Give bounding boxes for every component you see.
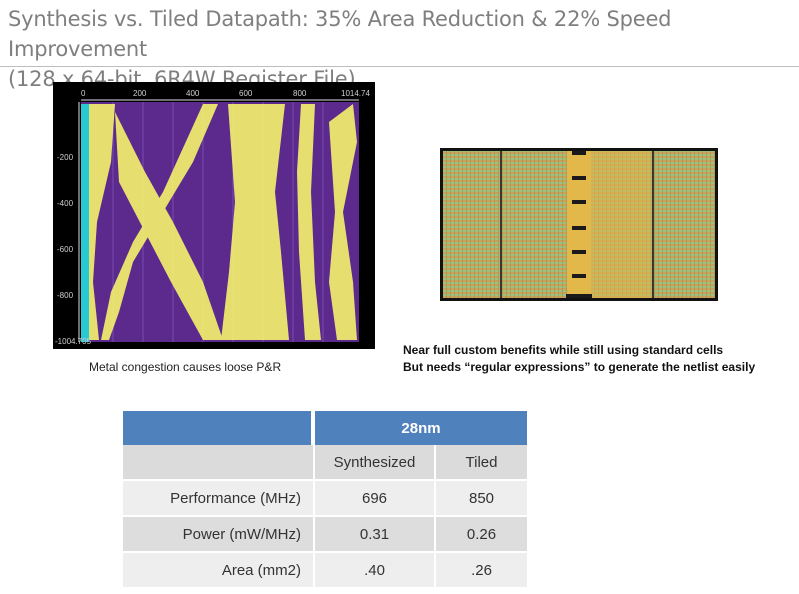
tiled-caption: Near full custom benefits while still us… <box>403 342 755 376</box>
synthesized-value: 696 <box>313 479 434 515</box>
column-header-tiled: Tiled <box>434 445 527 479</box>
table-row: Performance (MHz) 696 850 <box>123 479 527 515</box>
title-divider <box>0 66 799 67</box>
x-tick-label: 800 <box>293 89 307 98</box>
tiled-center-column <box>567 151 591 298</box>
process-node-header: 28nm <box>313 411 527 445</box>
y-tick-label: -200 <box>57 153 74 162</box>
tiled-marker <box>566 294 592 298</box>
slide-title: Synthesis vs. Tiled Datapath: 35% Area R… <box>8 4 793 94</box>
tiled-marker <box>572 151 586 155</box>
tiled-value: .26 <box>434 551 527 587</box>
tiled-value: 0.26 <box>434 515 527 551</box>
tiled-caption-line-2: But needs “regular expressions” to gener… <box>403 360 756 374</box>
tiled-marker <box>572 274 586 278</box>
tiled-caption-line-1: Near full custom benefits while still us… <box>403 343 724 357</box>
y-tick-label: -1004.705 <box>55 337 92 346</box>
row-label: Performance (MHz) <box>123 479 313 515</box>
tiled-marker <box>572 250 586 254</box>
tiled-marker <box>572 176 586 180</box>
column-header-synthesized: Synthesized <box>313 445 434 479</box>
title-line-1: Synthesis vs. Tiled Datapath: 35% Area R… <box>8 7 672 61</box>
comparison-table: 28nm Synthesized Tiled Performance (MHz)… <box>123 411 527 587</box>
x-tick-label: 1014.74 <box>341 89 370 98</box>
tiled-column-divider <box>500 151 502 298</box>
synthesized-value: .40 <box>313 551 434 587</box>
x-tick-label: 200 <box>133 89 147 98</box>
synthesized-layout-figure: 0 200 400 600 800 1014.74 -200 -400 -600… <box>55 89 370 346</box>
x-tick-label: 400 <box>186 89 200 98</box>
x-tick-label: 600 <box>239 89 253 98</box>
synth-caption: Metal congestion causes loose P&R <box>89 360 282 374</box>
tiled-layout-image <box>440 148 718 301</box>
row-label: Power (mW/MHz) <box>123 515 313 551</box>
header-empty-cell <box>123 411 313 445</box>
tiled-marker <box>572 200 586 204</box>
synthesized-value: 0.31 <box>313 515 434 551</box>
routing-congestion-regions <box>87 104 357 340</box>
table-subheader-row: Synthesized Tiled <box>123 445 527 479</box>
tiled-marker <box>572 226 586 230</box>
table-header-row: 28nm <box>123 411 527 445</box>
subheader-empty-cell <box>123 445 313 479</box>
tiled-value: 850 <box>434 479 527 515</box>
table-row: Area (mm2) .40 .26 <box>123 551 527 587</box>
y-tick-label: -800 <box>57 291 74 300</box>
tiled-column-divider <box>652 151 654 298</box>
y-tick-label: -400 <box>57 199 74 208</box>
table-row: Power (mW/MHz) 0.31 0.26 <box>123 515 527 551</box>
row-label: Area (mm2) <box>123 551 313 587</box>
x-tick-label: 0 <box>81 89 86 98</box>
synthesized-layout-image: 0 200 400 600 800 1014.74 -200 -400 -600… <box>53 82 375 349</box>
tiled-right-band <box>591 151 651 298</box>
layout-left-edge <box>81 104 89 342</box>
y-tick-label: -600 <box>57 245 74 254</box>
